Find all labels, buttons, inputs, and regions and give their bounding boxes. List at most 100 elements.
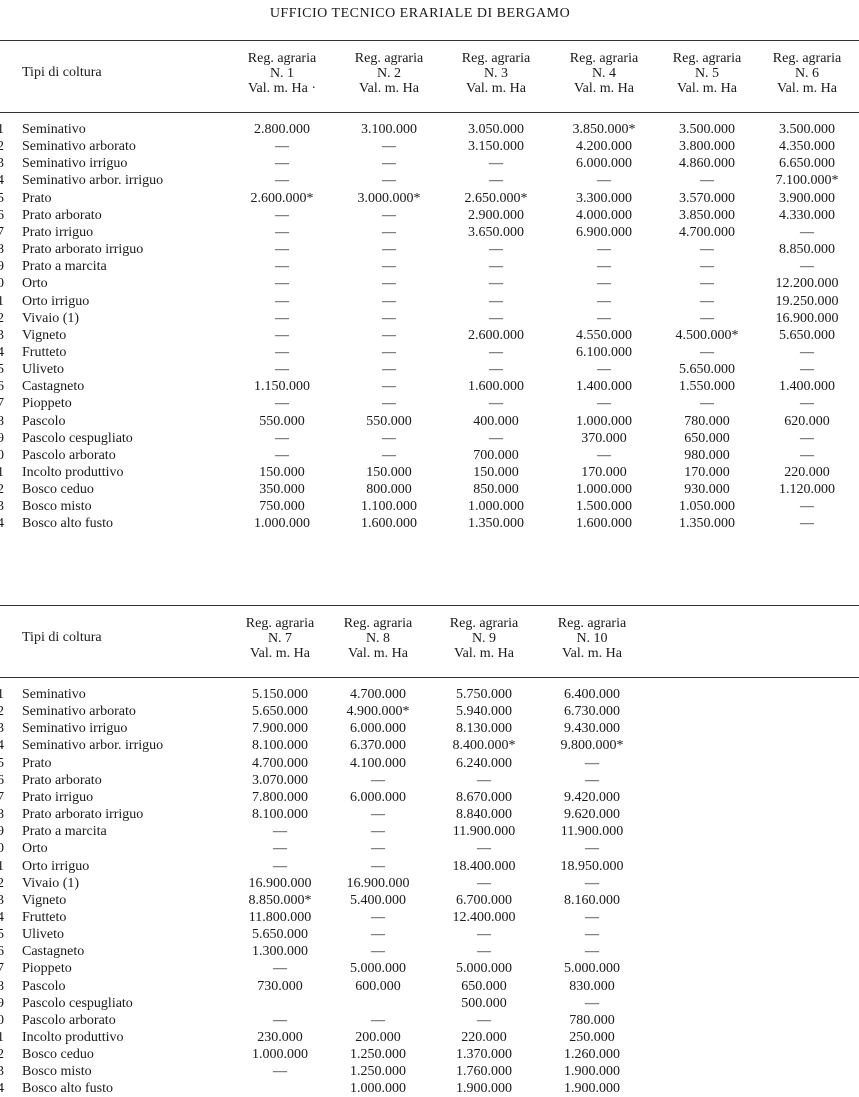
- row-label: Prato arborato: [22, 772, 102, 788]
- row-number: 3: [0, 156, 4, 172]
- cell-value: 230.000: [257, 1030, 303, 1045]
- cell-value: 4.700.000: [252, 755, 308, 771]
- row-label: Seminativo irriguo: [22, 721, 128, 737]
- column-header: Val. m. Ha: [359, 81, 419, 96]
- row-label: Vigneto: [22, 892, 67, 908]
- cell-value: —: [700, 173, 714, 189]
- cell-value: —: [585, 995, 599, 1011]
- cell-value: 200.000: [355, 1030, 401, 1045]
- row-number: 7: [0, 396, 4, 412]
- column-header: N. 8: [365, 631, 391, 646]
- row-number: 0: [0, 841, 4, 857]
- cell-value: 8.670.000: [456, 789, 512, 805]
- cell-value: —: [597, 173, 611, 189]
- cell-value: 1.250.000: [350, 1064, 406, 1080]
- cell-value: 8.400.000*: [452, 738, 516, 754]
- cell-value: —: [597, 447, 611, 463]
- cell-value: —: [700, 242, 714, 258]
- cell-value: —: [382, 224, 396, 240]
- cell-value: 1.150.000: [254, 379, 310, 395]
- row-label: Vivaio (1): [22, 875, 80, 891]
- cell-value: —: [585, 772, 599, 788]
- column-header: N. 3: [483, 66, 509, 81]
- cell-value: 1.900.000: [456, 1081, 512, 1097]
- cell-value: 1.600.000: [576, 516, 632, 532]
- cell-value: 600.000: [355, 978, 401, 994]
- cell-value: —: [382, 242, 396, 258]
- cell-value: 780.000: [684, 413, 730, 429]
- cell-value: 1.500.000: [576, 499, 632, 515]
- cell-value: —: [597, 310, 611, 326]
- cell-value: 4.700.000: [350, 687, 406, 702]
- cell-value: —: [382, 327, 396, 343]
- cell-value: 250.000: [569, 1030, 615, 1045]
- cell-value: 12.200.000: [775, 276, 839, 292]
- row-label: Prato: [22, 190, 52, 206]
- row-label: Prato: [22, 755, 52, 771]
- cell-value: —: [275, 207, 289, 223]
- cell-value: —: [371, 909, 385, 925]
- row-label: Pascolo cespugliato: [22, 995, 133, 1011]
- cell-value: 3.900.000: [779, 190, 835, 206]
- column-header: Reg. agraria: [672, 51, 742, 66]
- cell-value: 4.550.000: [576, 327, 632, 343]
- cell-value: —: [800, 499, 814, 515]
- row-number: 6: [0, 944, 4, 960]
- row-label: Prato a marcita: [22, 259, 107, 275]
- cell-value: —: [597, 242, 611, 258]
- cell-value: 1.760.000: [456, 1064, 512, 1080]
- cell-value: 3.500.000: [779, 122, 835, 137]
- cell-value: —: [800, 259, 814, 275]
- cell-value: —: [585, 944, 599, 960]
- row-label: Seminativo: [22, 687, 86, 702]
- column-header: Val. m. Ha: [677, 81, 737, 96]
- cell-value: 8.100.000: [252, 807, 308, 823]
- cell-value: —: [800, 396, 814, 412]
- cell-value: 4.330.000: [779, 207, 835, 223]
- row-label: Frutteto: [22, 909, 67, 925]
- title: UFFICIO TECNICO ERARIALE DI BERGAMO: [269, 6, 571, 21]
- row-number: 0: [0, 276, 4, 292]
- row-label: Seminativo irriguo: [22, 156, 128, 172]
- cell-value: 7.900.000: [252, 721, 308, 737]
- cell-value: 550.000: [259, 413, 305, 429]
- cell-value: —: [597, 259, 611, 275]
- row-number: 0: [0, 447, 4, 463]
- cell-value: 18.400.000: [452, 858, 516, 874]
- cell-value: —: [275, 259, 289, 275]
- row-number: 4: [0, 516, 4, 532]
- row-number: 9: [0, 259, 4, 275]
- cell-value: —: [489, 293, 503, 309]
- row-number: 3: [0, 892, 4, 908]
- row-label: Bosco ceduo: [22, 1047, 94, 1063]
- cell-value: —: [382, 430, 396, 446]
- cell-value: —: [382, 310, 396, 326]
- rule: [0, 677, 859, 678]
- cell-value: 16.900.000: [248, 875, 312, 891]
- row-number: 9: [0, 824, 4, 840]
- cell-value: 5.000.000: [350, 961, 406, 977]
- cell-value: 19.250.000: [775, 293, 839, 309]
- cell-value: 6.100.000: [576, 344, 632, 360]
- row-label: Prato a marcita: [22, 824, 107, 840]
- row-label: Seminativo arborato: [22, 139, 136, 155]
- cell-value: —: [585, 909, 599, 925]
- cell-value: 3.570.000: [679, 190, 735, 206]
- cell-value: —: [800, 344, 814, 360]
- column-header: Val. m. Ha: [574, 81, 634, 96]
- cell-value: —: [800, 430, 814, 446]
- cell-value: —: [275, 362, 289, 378]
- cell-value: —: [273, 1064, 287, 1080]
- cell-value: 9.420.000: [564, 789, 620, 805]
- cell-value: 3.850.000: [679, 207, 735, 223]
- row-label: Pascolo: [22, 978, 66, 994]
- row-label: Bosco misto: [22, 1064, 92, 1080]
- cell-value: —: [585, 755, 599, 771]
- row-label: Incolto produttivo: [22, 465, 124, 480]
- cell-value: 620.000: [784, 413, 830, 429]
- cell-value: —: [382, 156, 396, 172]
- column-header: Reg. agraria: [569, 51, 639, 66]
- cell-value: —: [371, 944, 385, 960]
- row-number: 4: [0, 909, 4, 925]
